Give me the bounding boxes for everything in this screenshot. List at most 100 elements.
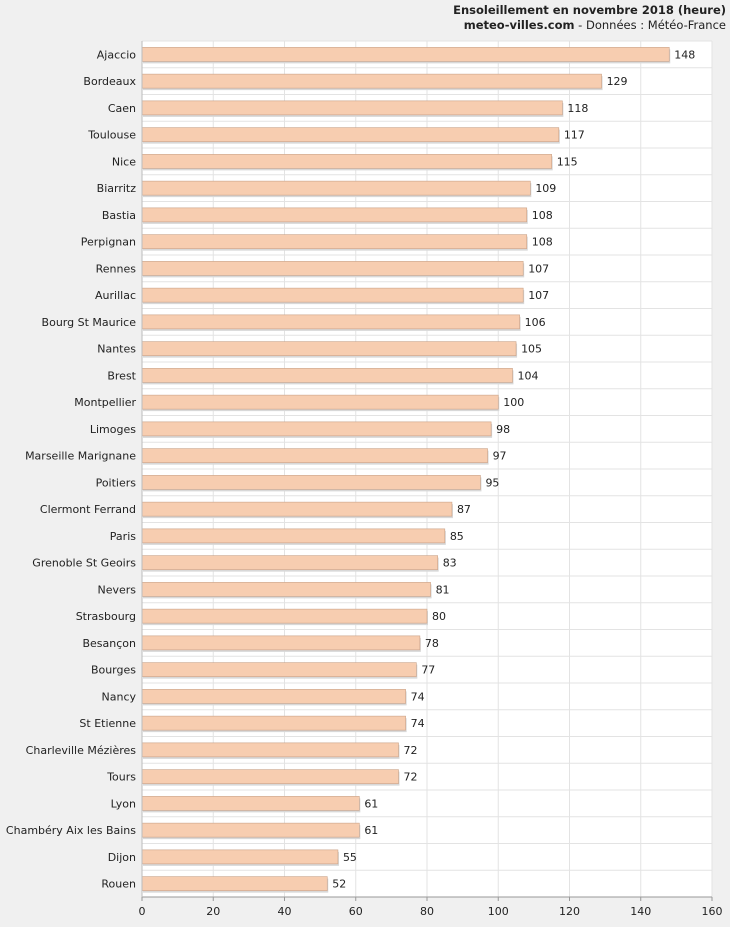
bar [141, 261, 524, 276]
bar [141, 528, 446, 544]
bar [141, 849, 339, 865]
category-label: Clermont Ferrand [40, 503, 136, 516]
bar [141, 876, 328, 891]
value-label: 148 [674, 48, 695, 61]
value-label: 105 [521, 343, 542, 356]
bar [141, 501, 453, 517]
category-label: Biarritz [97, 182, 137, 195]
bar [141, 796, 360, 811]
value-label: 97 [493, 450, 507, 463]
bar [141, 287, 524, 303]
category-label: Bastia [102, 209, 136, 222]
bar [141, 475, 481, 490]
value-label: 72 [404, 744, 418, 757]
value-label: 52 [332, 878, 346, 891]
value-label: 80 [432, 610, 446, 623]
value-label: 61 [364, 797, 378, 810]
category-label: Paris [110, 530, 136, 543]
x-tick-label: 60 [349, 905, 363, 918]
x-tick-label: 20 [206, 905, 220, 918]
source-site: meteo-villes.com [463, 18, 575, 32]
value-label: 72 [404, 771, 418, 784]
value-label: 108 [532, 236, 553, 249]
bar [141, 662, 417, 677]
category-label: Aurillac [95, 289, 136, 302]
value-label: 77 [421, 664, 435, 677]
bar [141, 314, 520, 330]
bar [141, 448, 488, 463]
value-label: 100 [503, 396, 524, 409]
category-label: Besançon [82, 637, 136, 650]
value-label: 107 [528, 262, 549, 275]
bar [141, 769, 399, 784]
value-label: 129 [607, 75, 628, 88]
category-label: Chambéry Aix les Bains [6, 824, 136, 837]
bar [141, 715, 406, 731]
x-tick-label: 40 [278, 905, 292, 918]
category-label: Grenoble St Geoirs [32, 557, 136, 570]
bar [141, 73, 602, 89]
category-label: Nantes [97, 343, 136, 356]
x-tick-label: 100 [488, 905, 509, 918]
value-label: 74 [411, 717, 425, 730]
x-tick-label: 160 [702, 905, 723, 918]
x-tick-label: 0 [139, 905, 146, 918]
bar [141, 394, 499, 410]
category-label: Bourges [91, 664, 136, 677]
chart-title: Ensoleillement en novembre 2018 (heure) [453, 3, 726, 17]
category-label: Nevers [97, 583, 136, 596]
bar [141, 207, 528, 223]
value-label: 104 [518, 369, 539, 382]
category-label: Caen [108, 102, 136, 115]
bar [141, 689, 406, 704]
category-label: Rouen [101, 878, 136, 891]
bar [141, 180, 531, 196]
category-label: Lyon [111, 797, 136, 810]
value-label: 95 [485, 476, 499, 489]
value-label: 118 [567, 102, 588, 115]
bar [141, 341, 517, 356]
bar [141, 47, 670, 62]
value-label: 109 [535, 182, 556, 195]
category-label: Poitiers [96, 476, 137, 489]
category-label: Montpellier [74, 396, 136, 409]
value-label: 78 [425, 637, 439, 650]
chart-source-line: meteo-villes.com - Données : Météo-Franc… [453, 18, 726, 33]
x-tick-label: 140 [630, 905, 651, 918]
value-label: 115 [557, 155, 578, 168]
category-label: Rennes [96, 262, 137, 275]
bar [141, 582, 431, 597]
value-label: 85 [450, 530, 464, 543]
bar [141, 127, 560, 142]
value-label: 106 [525, 316, 546, 329]
category-label: Perpignan [81, 236, 136, 249]
category-label: Bourg St Maurice [42, 316, 137, 329]
x-tick-label: 120 [559, 905, 580, 918]
category-label: Toulouse [87, 129, 136, 142]
bar [141, 635, 421, 651]
value-label: 117 [564, 129, 585, 142]
bar [141, 368, 513, 383]
bar [141, 608, 428, 624]
category-label: Charleville Mézières [26, 744, 137, 757]
category-label: Bordeaux [83, 75, 136, 88]
value-label: 83 [443, 557, 457, 570]
bar [141, 234, 528, 249]
bar [141, 421, 492, 437]
bar [141, 100, 563, 116]
category-label: Tours [106, 771, 136, 784]
category-label: Marseille Marignane [25, 450, 136, 463]
category-label: Limoges [90, 423, 136, 436]
bar [141, 154, 552, 169]
value-label: 87 [457, 503, 471, 516]
bar [141, 822, 360, 838]
chart-header: Ensoleillement en novembre 2018 (heure) … [453, 3, 726, 33]
value-label: 74 [411, 690, 425, 703]
category-label: Ajaccio [97, 48, 136, 61]
bar [141, 742, 399, 758]
source-credit: - Données : Météo-France [574, 18, 726, 32]
x-tick-label: 80 [420, 905, 434, 918]
value-label: 98 [496, 423, 510, 436]
value-label: 81 [436, 583, 450, 596]
